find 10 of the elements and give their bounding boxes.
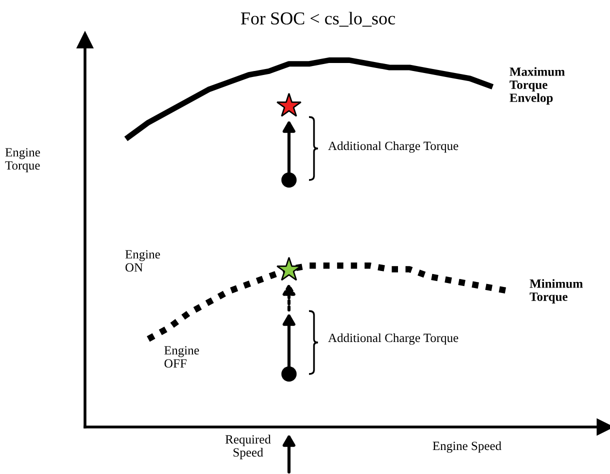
annotation: Engine ON bbox=[125, 250, 160, 272]
annotation: Additional Charge Torque bbox=[328, 333, 458, 345]
annotation: Additional Charge Torque bbox=[328, 141, 458, 153]
x-axis-title: Engine Speed bbox=[432, 441, 502, 453]
text: Required Speed bbox=[225, 434, 271, 460]
series-label: Maximum Torque Envelop bbox=[510, 67, 565, 105]
text: Engine Torque bbox=[5, 148, 40, 172]
series-label: Minimum Torque bbox=[530, 279, 583, 304]
annotation: Engine OFF bbox=[164, 346, 199, 368]
chart-title: For SOC < cs_lo_soc bbox=[240, 12, 396, 27]
